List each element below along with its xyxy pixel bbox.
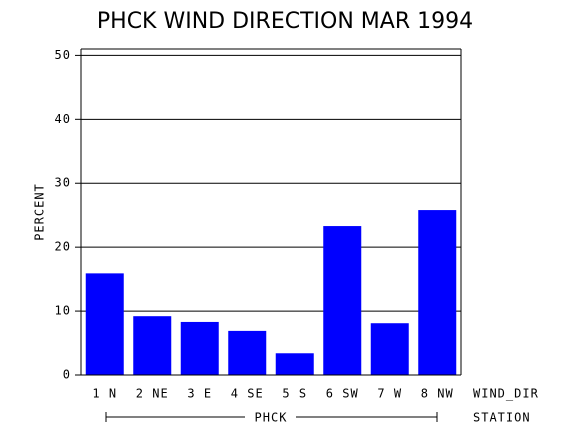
- bar: [133, 316, 172, 375]
- y-tick-label: 20: [55, 240, 71, 254]
- bar: [85, 273, 124, 375]
- x-tick-label: 6 SW: [326, 387, 359, 401]
- x-tick-label: 1 N: [92, 387, 117, 401]
- bar: [228, 330, 267, 375]
- y-tick-label: 30: [55, 176, 71, 190]
- x-tick-label: 8 NW: [421, 387, 454, 401]
- y-tick-label: 10: [55, 304, 71, 318]
- y-tick-label: 40: [55, 112, 71, 126]
- x-tick-label: 3 E: [187, 387, 212, 401]
- x-tick-label: 4 SE: [231, 387, 264, 401]
- x-tick-label: 5 S: [282, 387, 307, 401]
- chart-title: PHCK WIND DIRECTION MAR 1994: [97, 9, 473, 34]
- group-label: PHCK: [255, 411, 288, 425]
- x-tick-label: 7 W: [377, 387, 402, 401]
- x-tick-label: 2 NE: [136, 387, 169, 401]
- y-axis-label: PERCENT: [33, 183, 47, 241]
- group-axis-label: STATION: [473, 411, 531, 425]
- x-axis-label: WIND_DIR: [473, 387, 539, 401]
- bar: [370, 323, 409, 375]
- bar: [180, 321, 219, 375]
- bar: [323, 226, 362, 375]
- bar: [418, 210, 457, 375]
- y-tick-label: 0: [63, 368, 71, 382]
- bar: [275, 353, 314, 375]
- y-tick-label: 50: [55, 48, 71, 62]
